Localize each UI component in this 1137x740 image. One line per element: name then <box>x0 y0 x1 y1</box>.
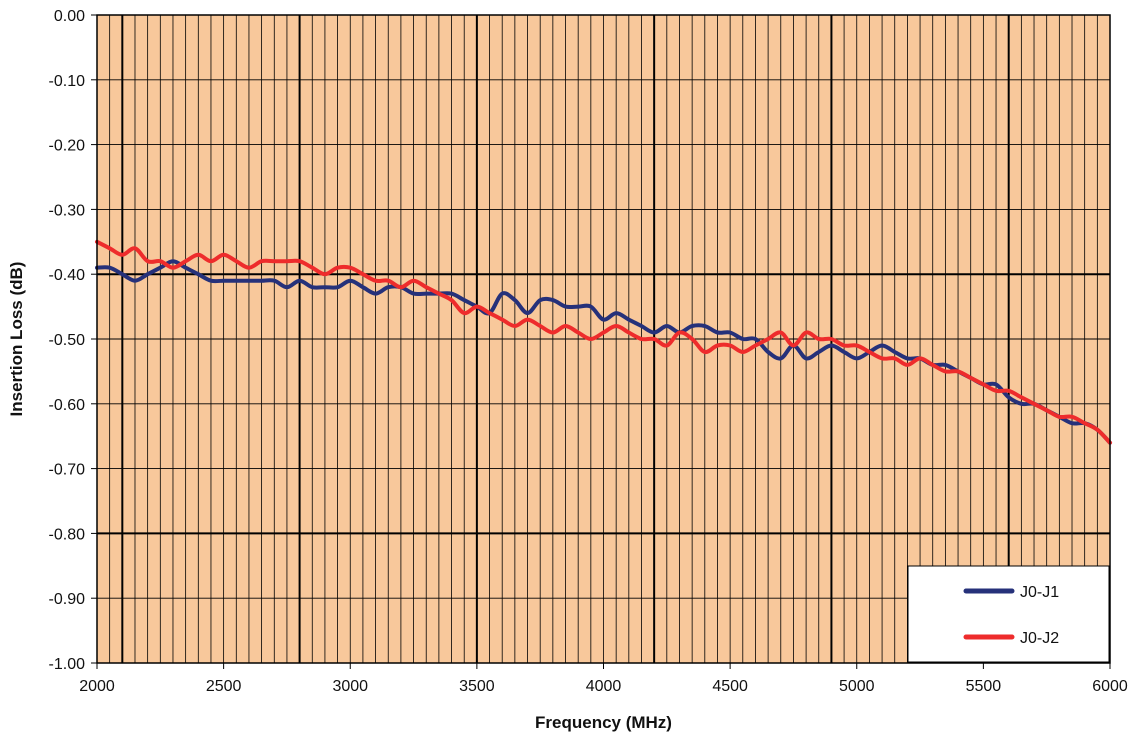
y-tick-label: -0.40 <box>49 267 86 284</box>
x-tick-label: 3000 <box>332 678 368 695</box>
y-tick-labels: 0.00 -0.10 -0.20 -0.30 -0.40 -0.50 -0.60 -0.70 -… <box>49 8 97 673</box>
y-tick-label: -0.20 <box>49 138 86 155</box>
y-tick-label: 0.00 <box>54 8 85 25</box>
y-tick-label: -0.70 <box>49 462 86 479</box>
plot-frame <box>96 14 1111 664</box>
legend-label-j0-j1: J0-J1 <box>1020 584 1059 601</box>
x-tick-label: 4000 <box>586 678 622 695</box>
x-tick-label: 2500 <box>206 678 242 695</box>
y-tick-label: -0.90 <box>49 591 86 608</box>
y-tick-label: -0.60 <box>49 397 86 414</box>
y-tick-label: -0.80 <box>49 526 86 543</box>
x-tick-label: 6000 <box>1092 678 1128 695</box>
y-tick-label: -0.50 <box>49 332 86 349</box>
x-axis-title: Frequency (MHz) <box>535 713 672 732</box>
series-lines <box>95 239 1112 445</box>
x-tick-label: 4500 <box>712 678 748 695</box>
x-tick-labels: 2000 2500 3000 3500 4000 4500 5000 5500 6000 <box>79 663 1128 695</box>
legend: J0-J1 J0-J2 <box>907 565 1110 663</box>
x-tick-label: 5500 <box>966 678 1002 695</box>
x-tick-label: 5000 <box>839 678 875 695</box>
x-tick-label: 2000 <box>79 678 115 695</box>
legend-box <box>907 565 1110 663</box>
y-tick-label: -0.30 <box>49 202 86 219</box>
y-axis-title: Insertion Loss (dB) <box>7 262 26 417</box>
y-tick-label: -1.00 <box>49 656 86 673</box>
y-tick-label: -0.10 <box>49 73 86 90</box>
x-tick-label: 3500 <box>459 678 495 695</box>
series-line-j0-j1 <box>95 259 1112 445</box>
legend-label-j0-j2: J0-J2 <box>1020 630 1059 647</box>
grid-lines <box>97 15 1110 663</box>
series-line-j0-j2 <box>95 239 1112 445</box>
